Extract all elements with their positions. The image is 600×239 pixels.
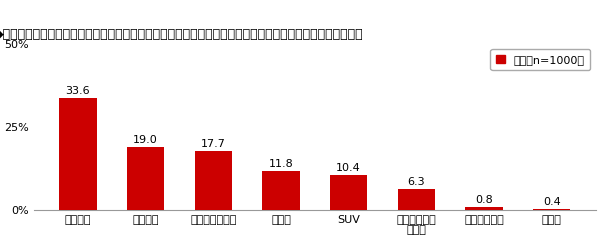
Bar [194, 151, 232, 210]
Legend: 全体［n=1000］: 全体［n=1000］ [490, 49, 590, 71]
Text: 0.8: 0.8 [475, 195, 493, 205]
Text: 0.4: 0.4 [543, 197, 560, 207]
Text: 17.7: 17.7 [201, 139, 226, 149]
Bar [330, 175, 367, 210]
Bar [466, 207, 503, 210]
Bar [533, 209, 570, 210]
Bar [398, 189, 435, 210]
Text: ◆家庭にあるクルマの中で、家族で長距離ドライブに行く際に使うクルマのボディタイプ　［単一回答形式］: ◆家庭にあるクルマの中で、家族で長距離ドライブに行く際に使うクルマのボディタイプ… [0, 28, 364, 41]
Bar [59, 98, 97, 210]
Text: 10.4: 10.4 [336, 163, 361, 173]
Text: 33.6: 33.6 [65, 86, 90, 96]
Bar [127, 147, 164, 210]
Text: 19.0: 19.0 [133, 135, 158, 145]
Text: 6.3: 6.3 [407, 177, 425, 187]
Bar [262, 171, 299, 210]
Text: 11.8: 11.8 [269, 159, 293, 169]
